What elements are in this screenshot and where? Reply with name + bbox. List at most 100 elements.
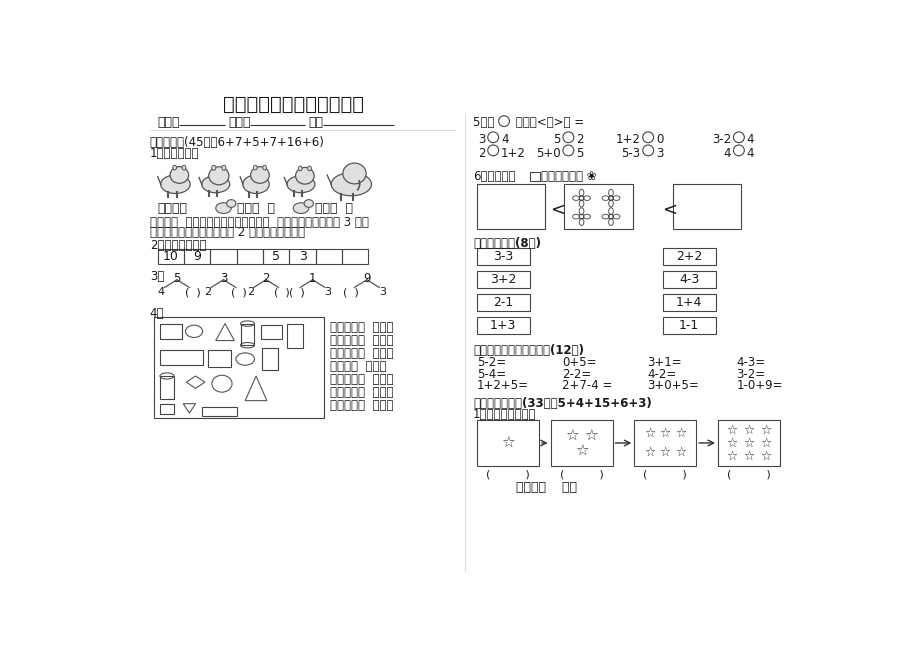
Text: ☆: ☆: [760, 437, 771, 450]
Ellipse shape: [250, 166, 269, 183]
Ellipse shape: [173, 165, 176, 170]
Text: (          ): ( ): [559, 469, 603, 479]
Text: ☆: ☆: [501, 436, 514, 450]
Bar: [663, 271, 715, 288]
Ellipse shape: [170, 166, 188, 183]
Text: 5-3: 5-3: [620, 146, 640, 159]
Text: 4、: 4、: [150, 307, 165, 320]
Text: 4-3: 4-3: [678, 273, 698, 286]
Text: 9: 9: [193, 250, 201, 263]
Bar: [157, 249, 184, 265]
Text: 1、想一想，填一填: 1、想一想，填一填: [472, 408, 536, 421]
Ellipse shape: [331, 173, 371, 196]
Bar: [663, 248, 715, 265]
Text: 6、想一想，: 6、想一想，: [472, 170, 515, 183]
Bar: [476, 271, 529, 288]
Text: 3: 3: [655, 146, 663, 159]
Text: 正方体有（  ）个，: 正方体有（ ）个，: [330, 373, 393, 386]
Text: 4-3=: 4-3=: [736, 356, 765, 369]
Text: 4: 4: [746, 133, 754, 146]
Text: ☆: ☆: [725, 437, 736, 450]
Text: 正方形有（  ）个，: 正方形有（ ）个，: [330, 333, 393, 346]
Ellipse shape: [221, 165, 226, 170]
Bar: [160, 324, 181, 339]
Text: (  ): ( ): [185, 287, 200, 298]
Bar: [476, 294, 529, 311]
Text: ☆: ☆: [675, 427, 686, 440]
Text: ☆: ☆: [643, 446, 654, 459]
Bar: [153, 317, 323, 417]
Text: (  ): ( ): [343, 287, 358, 298]
Text: 二、找朋友。(8分): 二、找朋友。(8分): [472, 237, 540, 250]
Text: 5: 5: [272, 250, 280, 263]
Text: ☆: ☆: [725, 424, 736, 437]
Text: 4-2=: 4-2=: [647, 367, 676, 380]
Text: 5: 5: [575, 146, 583, 159]
Text: 长方形有（  ）个，: 长方形有（ ）个，: [330, 346, 393, 359]
Text: 9: 9: [363, 272, 370, 285]
Text: ☆: ☆: [725, 449, 736, 462]
Bar: [663, 294, 715, 311]
Text: ☆: ☆: [743, 424, 754, 437]
Bar: [160, 350, 202, 365]
Text: 长方体有（  ）个，: 长方体有（ ）个，: [330, 386, 393, 399]
Text: 1: 1: [309, 272, 316, 285]
Text: (          ): ( ): [485, 469, 529, 479]
Ellipse shape: [295, 168, 313, 184]
Text: ☆: ☆: [760, 449, 771, 462]
Text: ☆: ☆: [743, 449, 754, 462]
Text: 排第（  ）: 排第（ ）: [237, 202, 275, 215]
Bar: [289, 249, 315, 265]
Text: 2: 2: [575, 133, 583, 146]
Text: 2: 2: [262, 272, 269, 285]
Text: 四、综合应用。(33分：5+4+15+6+3): 四、综合应用。(33分：5+4+15+6+3): [472, 396, 651, 410]
Bar: [476, 420, 539, 466]
Text: 一共有（  ）只动物，大象的前面有（  ）只动物。把左边的 3 只动: 一共有（ ）只动物，大象的前面有（ ）只动物。把左边的 3 只动: [150, 216, 369, 229]
Text: 里可以画几朵 ❀: 里可以画几朵 ❀: [540, 170, 596, 183]
Text: ☆: ☆: [584, 428, 597, 443]
Ellipse shape: [293, 203, 309, 213]
Text: 2-2=: 2-2=: [562, 367, 591, 380]
Bar: [342, 249, 368, 265]
Text: 1、看图填空：: 1、看图填空：: [150, 146, 199, 159]
Ellipse shape: [182, 165, 186, 170]
Text: ☆: ☆: [659, 446, 670, 459]
Bar: [210, 249, 236, 265]
Text: 1+4: 1+4: [675, 296, 702, 309]
Text: 三角形有（  ）个，: 三角形有（ ）个，: [330, 320, 393, 333]
Text: 圆柱体有（  ）个。: 圆柱体有（ ）个。: [330, 399, 393, 412]
Text: 姓名：: 姓名：: [228, 116, 250, 129]
Text: <: <: [662, 202, 676, 219]
Bar: [263, 249, 289, 265]
Text: 3: 3: [478, 133, 485, 146]
Ellipse shape: [304, 200, 313, 207]
Text: (          ): ( ): [642, 469, 686, 479]
Text: (  ): ( ): [289, 287, 305, 298]
Text: <: <: [550, 202, 565, 219]
Text: 里填上<、>或 =: 里填上<、>或 =: [511, 116, 584, 129]
Text: 1+2: 1+2: [615, 133, 640, 146]
Text: 班级：: 班级：: [157, 116, 180, 129]
Text: ☆: ☆: [643, 427, 654, 440]
Bar: [260, 325, 282, 339]
Text: 2+2: 2+2: [675, 250, 702, 263]
Text: 4: 4: [158, 287, 165, 298]
Ellipse shape: [343, 163, 366, 184]
Text: 成绩: 成绩: [308, 116, 323, 129]
Text: 1-0+9=: 1-0+9=: [736, 379, 782, 392]
Ellipse shape: [253, 165, 256, 170]
Text: 5-2=: 5-2=: [476, 356, 505, 369]
Text: ☆: ☆: [565, 428, 578, 443]
Text: 10: 10: [163, 250, 178, 263]
Ellipse shape: [161, 175, 190, 194]
Text: 每次多（    ）个: 每次多（ ）个: [516, 482, 576, 495]
Text: 1-1: 1-1: [678, 319, 698, 332]
Text: ☆: ☆: [760, 424, 771, 437]
Text: (          ): ( ): [726, 469, 770, 479]
Ellipse shape: [307, 166, 311, 171]
Text: 2-1: 2-1: [493, 296, 513, 309]
Bar: [550, 420, 612, 466]
Text: 1+2+5=: 1+2+5=: [476, 379, 528, 392]
Bar: [476, 248, 529, 265]
Text: 1+3: 1+3: [490, 319, 516, 332]
